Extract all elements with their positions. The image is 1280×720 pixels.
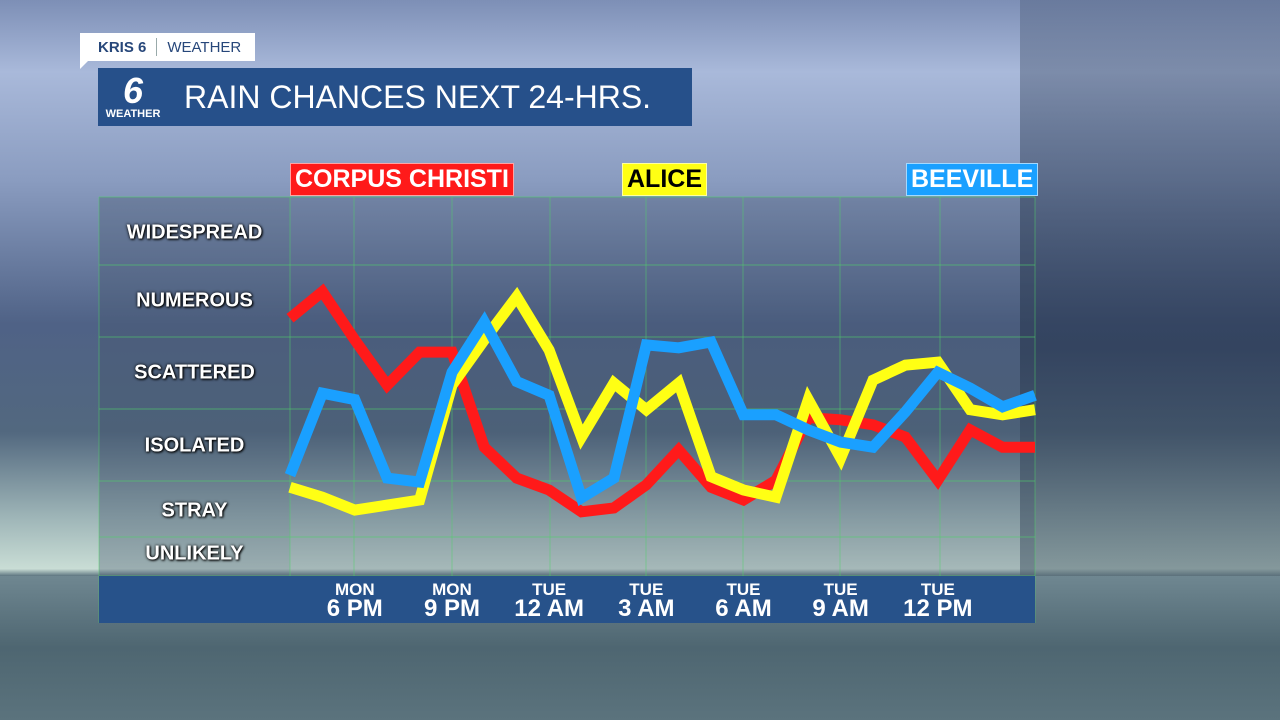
series-line-beeville [284, 311, 1037, 507]
y-tick-label: NUMEROUS [136, 289, 253, 312]
y-label-column [99, 197, 290, 576]
x-tick-label: TUE 6 AM [693, 580, 793, 622]
x-tick-day: TUE [920, 580, 955, 599]
x-axis-bar [99, 576, 1035, 623]
station-name: KRIS 6 [98, 38, 147, 56]
y-tick-label: WIDESPREAD [126, 221, 263, 244]
series-line-alice [288, 286, 1036, 516]
y-tick-label: STRAY [161, 499, 228, 522]
station-brand: KRIS 6 WEATHER [80, 33, 256, 69]
x-tick-day: TUE [823, 580, 858, 599]
x-tick-day: TUE [532, 580, 567, 599]
x-tick-day: TUE [629, 580, 664, 599]
y-tick-label: SCATTERED [134, 361, 255, 384]
x-tick-label: TUE 9 AM [791, 580, 891, 622]
legend-corpus-christi: CORPUS CHRISTI [290, 163, 514, 196]
x-tick-day: MON [334, 580, 375, 599]
divider [156, 38, 158, 56]
station-section: WEATHER [167, 38, 242, 56]
x-tick-time: 6 AM [715, 595, 772, 622]
series-line-corpus-christi [286, 283, 1035, 518]
x-tick-label: MON 6 PM [305, 580, 405, 622]
logo-number: 6 [122, 70, 144, 111]
x-tick-day: MON [432, 580, 472, 599]
x-tick-time: 9 AM [812, 595, 869, 622]
y-tick-label: UNLIKELY [145, 542, 244, 565]
logo-text: WEATHER [105, 108, 161, 120]
x-tick-label: TUE 3 AM [596, 580, 696, 622]
x-tick-time: 6 PM [326, 595, 383, 622]
kris6-logo: 6 WEATHER [98, 70, 168, 121]
page-title: RAIN CHANCES NEXT 24-HRS. [184, 78, 652, 115]
x-tick-time: 12 PM [903, 595, 973, 622]
legend-alice: ALICE [622, 163, 707, 196]
background-storm [1020, 0, 1280, 580]
x-tick-label: MON 9 PM [402, 580, 502, 622]
x-tick-time: 9 PM [423, 595, 480, 622]
plot-area [290, 197, 1035, 576]
x-tick-day: TUE [726, 580, 761, 599]
legend-beeville: BEEVILLE [906, 163, 1039, 196]
x-tick-time: 3 AM [618, 595, 675, 622]
x-tick-time: 12 AM [514, 595, 585, 622]
x-tick-label: TUE 12 PM [888, 580, 988, 622]
x-tick-label: TUE 12 AM [499, 580, 599, 622]
title-bar: 6 WEATHER RAIN CHANCES NEXT 24-HRS. [98, 68, 692, 126]
y-tick-label: ISOLATED [144, 434, 245, 457]
